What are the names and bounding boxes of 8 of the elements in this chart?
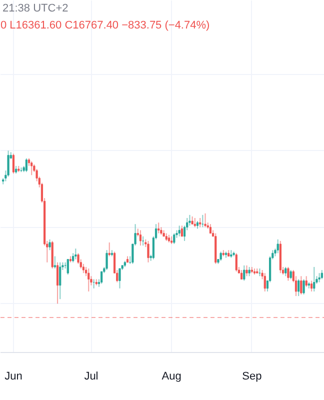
text: 0 L16361.60 C16767.40 −833.75 (−4.74%) <box>0 20 210 32</box>
candlestick <box>66 258 69 276</box>
x-tick-label: Jun <box>4 370 22 382</box>
text: 21:38 UTC+2 <box>2 2 68 14</box>
x-tick-label: Aug <box>162 370 182 382</box>
candlestick <box>100 271 103 284</box>
x-tick-label: Sep <box>242 370 262 382</box>
x-tick-label: Jul <box>84 370 98 382</box>
